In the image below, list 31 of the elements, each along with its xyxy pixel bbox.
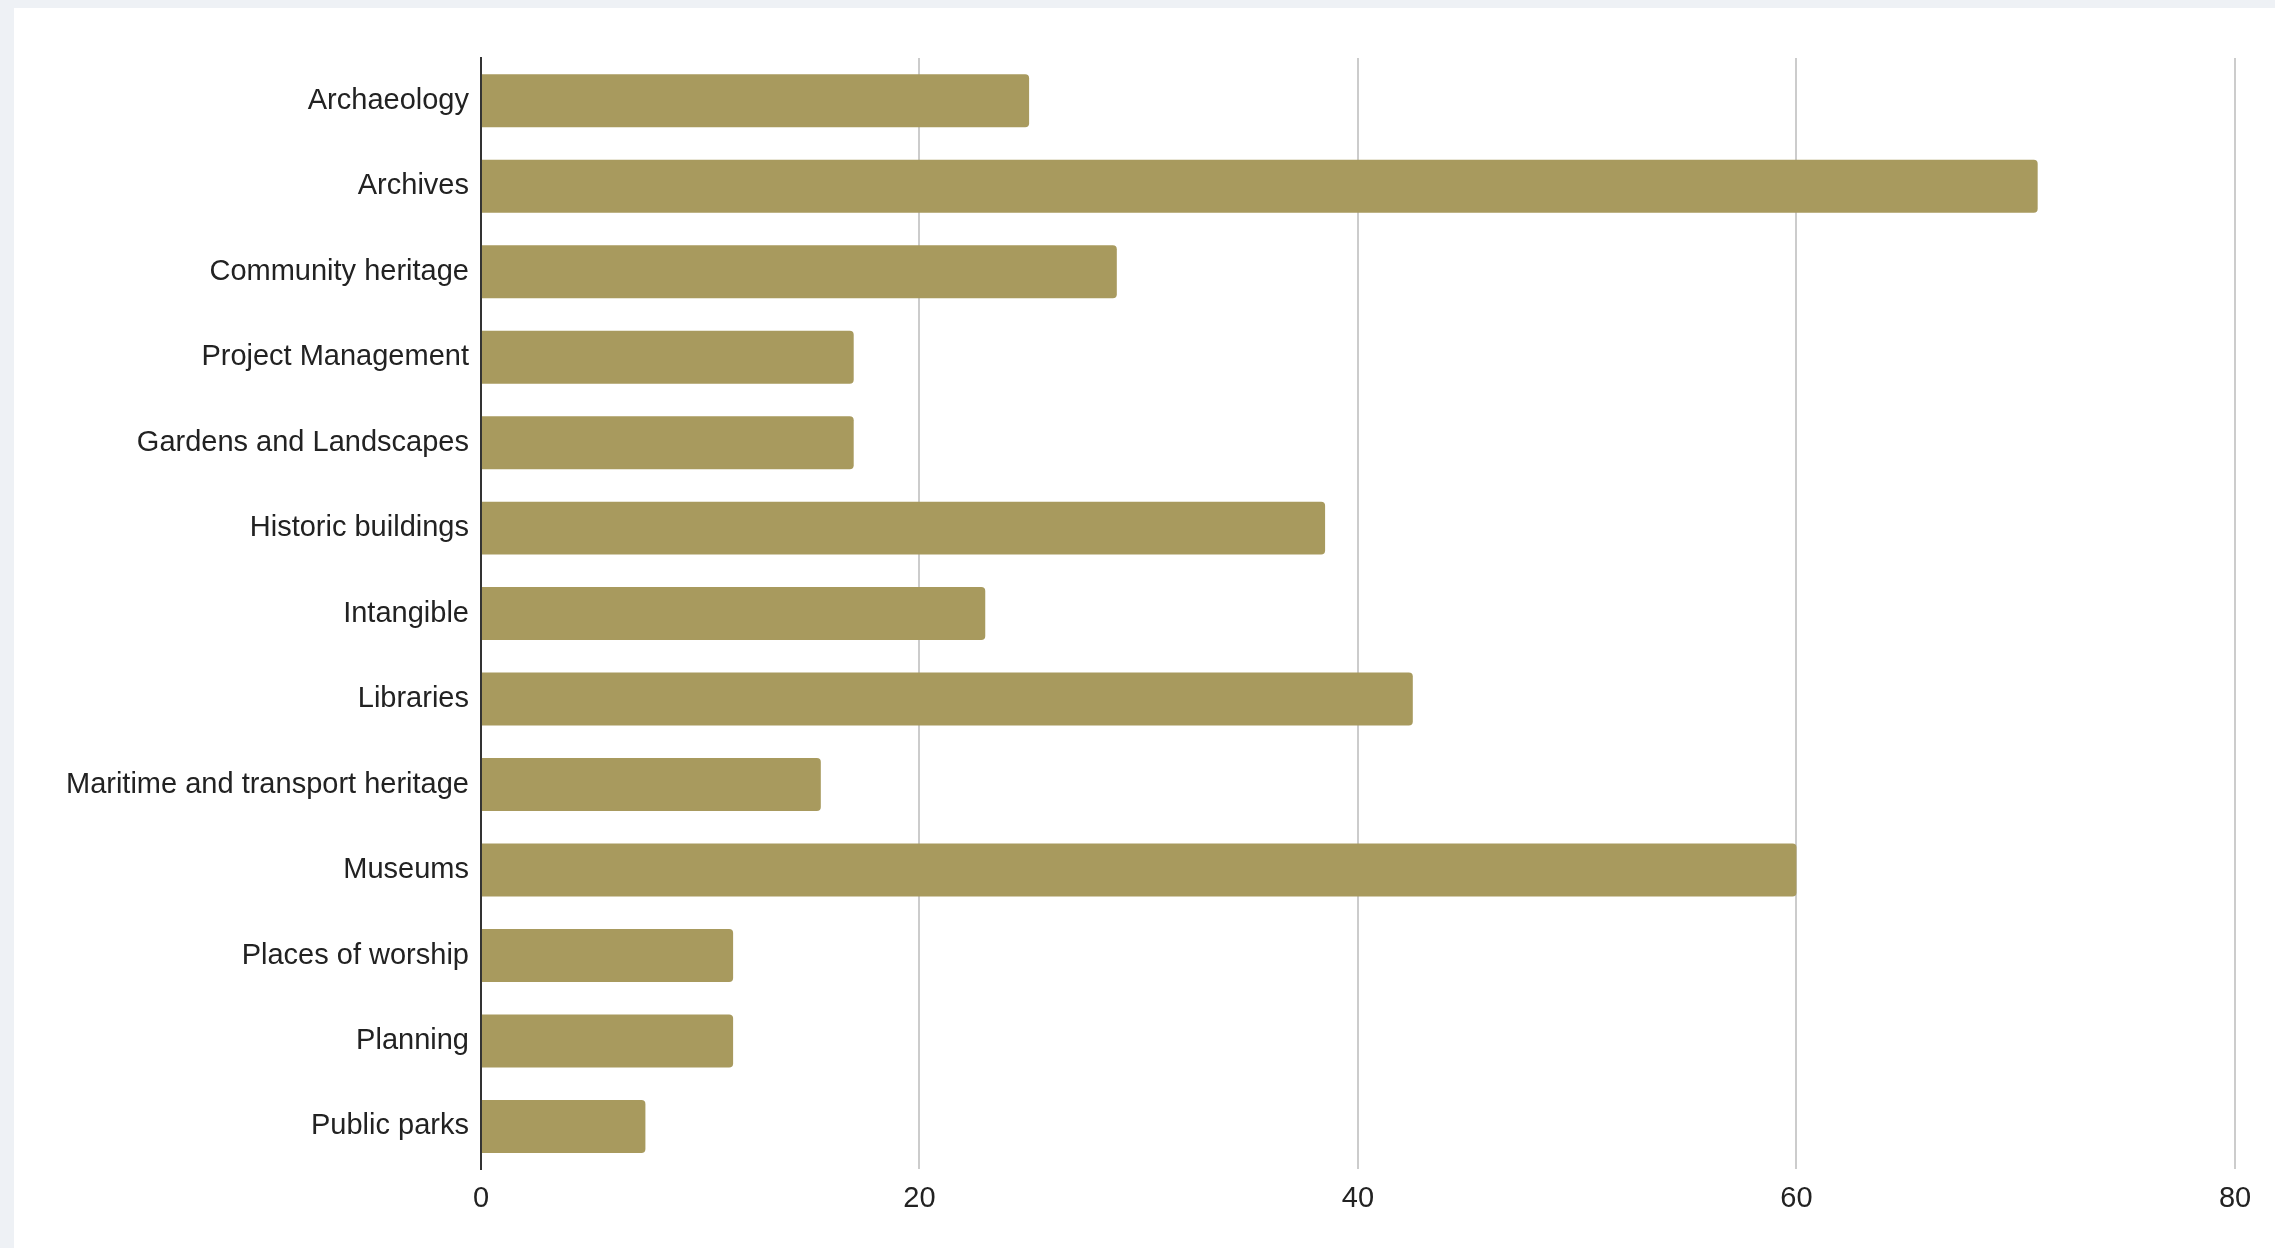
x-tick-label: 0 [472,1180,490,1213]
bar [481,159,2038,213]
bar [481,245,1117,299]
y-tick-label: Museums [343,852,469,885]
x-tick-label: 20 [903,1180,936,1213]
bar [481,74,1030,128]
y-tick-label: Archives [357,168,469,201]
y-tick-label: Gardens and Landscapes [136,424,469,457]
x-tick-label: 40 [1341,1180,1375,1213]
y-tick-label: Places of worship [241,937,469,970]
y-tick-label: Libraries [357,681,469,714]
y-tick-label: Archaeology [307,82,470,115]
bar [481,1099,646,1153]
bar [481,1014,734,1068]
bar [481,587,986,641]
bar [481,501,1326,555]
y-tick-label: Community heritage [209,253,469,286]
y-tick-label: Historic buildings [249,510,469,543]
bar [481,672,1413,726]
bar [481,758,821,812]
y-tick-label: Planning [356,1022,469,1055]
y-tick-label: Maritime and transport heritage [65,766,469,799]
y-tick-label: Project Management [201,339,469,372]
bar [481,416,854,470]
bar [481,330,854,384]
y-tick-label: Public parks [311,1108,469,1141]
x-tick-label: 80 [2218,1180,2252,1213]
bar [481,929,734,983]
bar [481,843,1797,897]
x-tick-label: 60 [1780,1180,1813,1213]
y-tick-label: Intangible [343,595,469,628]
